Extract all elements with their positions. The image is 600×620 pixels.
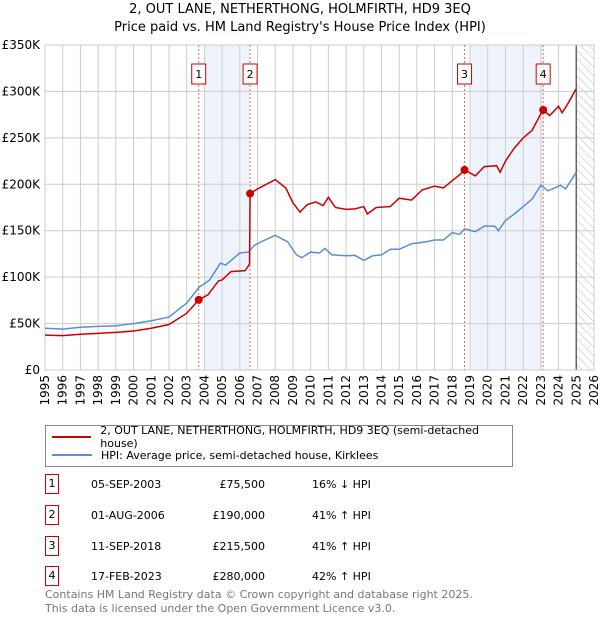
sale-date: 17-FEB-2023 (91, 570, 162, 583)
sale-price: £190,000 (212, 509, 266, 522)
x-tick-label: 2000 (127, 375, 141, 406)
x-tick-label: 2013 (357, 375, 371, 406)
x-tick-label: 2011 (321, 375, 335, 406)
sale-marker-label: 2 (242, 63, 258, 85)
sale-number-badge: 1 (45, 474, 59, 494)
y-tick-label: £100K (2, 270, 42, 284)
x-tick-label: 2023 (534, 375, 548, 406)
x-tick-label: 2025 (569, 375, 583, 406)
sale-marker-number: 3 (461, 68, 468, 81)
sale-hpi-diff: 41% ↑ HPI (312, 540, 371, 553)
x-tick-label: 2017 (428, 375, 442, 406)
x-tick-label: 2024 (552, 375, 566, 406)
sale-number-badge: 2 (45, 505, 59, 525)
sale-hpi-diff: 42% ↑ HPI (312, 570, 371, 583)
sale-price: £280,000 (212, 570, 266, 583)
sale-row: 2 01-AUG-2006 £190,000 41% ↑ HPI (45, 505, 445, 525)
x-tick-label: 2007 (251, 375, 265, 406)
x-tick-label: 2009 (286, 375, 300, 406)
sale-marker-box (457, 63, 473, 85)
legend-label: 2, OUT LANE, NETHERTHONG, HOLMFIRTH, HD9… (100, 424, 479, 450)
x-tick-label: 2014 (374, 375, 388, 406)
sale-date: 01-AUG-2006 (91, 509, 165, 522)
legend-label: HPI: Average price, semi-detached house,… (101, 448, 379, 462)
sale-date: 11-SEP-2018 (91, 540, 162, 553)
plot-frame (44, 44, 595, 371)
sale-point (460, 165, 469, 174)
sale-marker-box (535, 63, 551, 85)
legend-swatch (52, 454, 92, 456)
hpi-line (44, 171, 577, 330)
sale-row: 3 11-SEP-2018 £215,500 41% ↑ HPI (45, 536, 445, 556)
x-tick-label: 1998 (91, 375, 105, 406)
chart-subtitle: Price paid vs. HM Land Registry's House … (114, 20, 486, 35)
x-tick-label: 2026 (587, 375, 600, 406)
footer-copyright: Contains HM Land Registry data © Crown c… (45, 588, 473, 601)
x-tick-label: 2019 (463, 375, 477, 406)
x-tick-label: 2012 (339, 375, 353, 406)
sale-marker-label: 3 (457, 63, 473, 85)
sale-marker-number: 2 (247, 68, 254, 81)
y-tick-label: £200K (2, 177, 42, 191)
shaded-period (470, 45, 544, 370)
footer-licence: This data is licensed under the Open Gov… (45, 602, 396, 615)
sale-price: £215,500 (212, 540, 266, 553)
x-tick-label: 2020 (481, 375, 495, 406)
sale-marker-number: 1 (195, 68, 202, 81)
sale-date: 05-SEP-2003 (91, 478, 162, 491)
sale-marker-box (242, 63, 258, 85)
legend-item-property: 2, OUT LANE, NETHERTHONG, HOLMFIRTH, HD9… (52, 424, 512, 450)
sale-point (194, 295, 203, 304)
sale-marker-label: 1 (191, 63, 207, 85)
x-tick-label: 2002 (162, 375, 176, 406)
chart-title: 2, OUT LANE, NETHERTHONG, HOLMFIRTH, HD9… (129, 2, 471, 17)
y-tick-label: £50K (9, 317, 41, 331)
x-tick-label: 2016 (410, 375, 424, 406)
sale-marker-label: 4 (535, 63, 551, 85)
price-chart: 1995 1996 1997 1998 1999 2000 2001 2002 2003 2004… (2, 38, 600, 406)
x-tick-label: 2005 (215, 375, 229, 406)
x-tick-label: 2004 (197, 375, 211, 406)
sale-marker-number: 4 (540, 68, 547, 81)
sale-number-badge: 4 (45, 566, 59, 586)
x-tick-label: 1997 (73, 375, 87, 406)
y-tick-label: £150K (2, 224, 42, 238)
sale-price: £75,500 (219, 478, 266, 491)
x-tick-label: 2022 (516, 375, 530, 406)
x-tick-label: 2018 (445, 375, 459, 406)
y-tick-label: £0 (25, 363, 40, 377)
sale-hpi-diff: 16% ↓ HPI (312, 478, 371, 491)
legend-swatch (52, 436, 92, 438)
sale-hpi-diff: 41% ↑ HPI (312, 509, 371, 522)
x-tick-label: 2021 (498, 375, 512, 406)
shaded-period (204, 45, 251, 370)
legend: 2, OUT LANE, NETHERTHONG, HOLMFIRTH, HD9… (45, 424, 513, 467)
sale-row: 1 05-SEP-2003 £75,500 16% ↓ HPI (45, 474, 445, 494)
x-tick-label: 2006 (233, 375, 247, 406)
sale-point (246, 189, 255, 198)
x-tick-label: 1999 (109, 375, 123, 406)
sale-row: 4 17-FEB-2023 £280,000 42% ↑ HPI (45, 566, 445, 586)
x-tick-label: 2003 (180, 375, 194, 406)
x-tick-label: 1995 (38, 375, 52, 406)
y-tick-label: £350K (2, 38, 42, 52)
y-tick-label: £300K (2, 84, 42, 98)
sale-number-badge: 3 (45, 536, 59, 556)
x-tick-label: 2015 (392, 375, 406, 406)
y-tick-label: £250K (2, 131, 42, 145)
sale-point (539, 106, 548, 114)
x-tick-label: 2010 (304, 375, 318, 406)
x-tick-label: 1996 (56, 375, 70, 406)
sale-marker-box (191, 63, 207, 85)
x-tick-label: 2001 (144, 375, 158, 406)
forecast-hatch (576, 45, 594, 370)
legend-item-hpi: HPI: Average price, semi-detached house,… (52, 447, 378, 463)
x-tick-label: 2008 (268, 375, 282, 406)
